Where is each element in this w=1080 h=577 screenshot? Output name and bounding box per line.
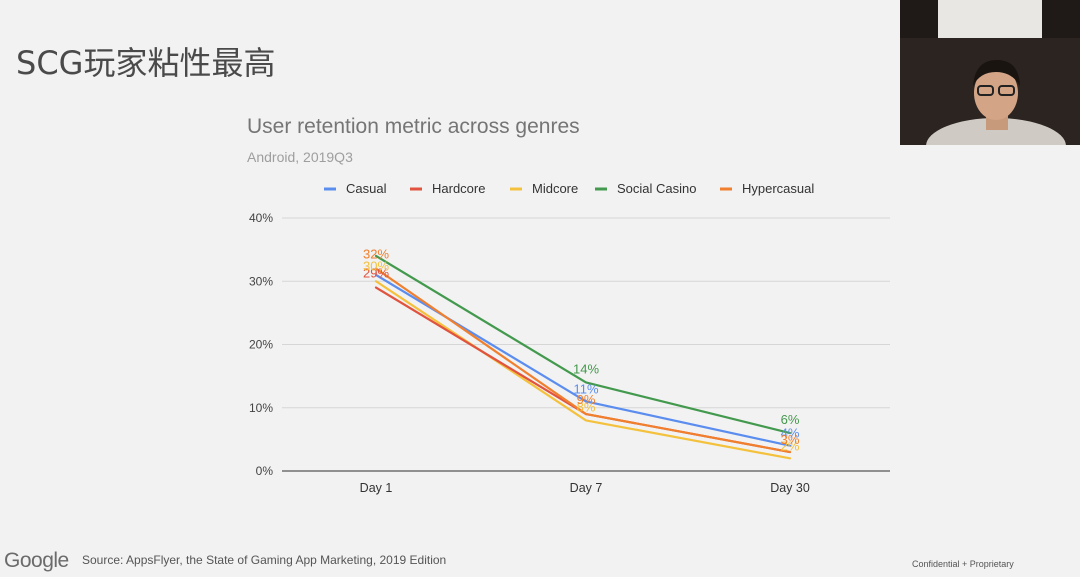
data-label: 29% [363, 266, 389, 281]
data-label: 6% [781, 412, 800, 427]
data-label: 4% [781, 426, 800, 441]
y-tick-label: 20% [249, 338, 273, 352]
y-tick-label: 40% [249, 211, 273, 225]
series-line [374, 280, 792, 460]
x-tick-label: Day 1 [360, 481, 393, 495]
data-label: 30% [363, 258, 389, 273]
x-tick-label: Day 30 [770, 481, 810, 495]
data-label: 11% [573, 381, 598, 396]
source-note: Source: AppsFlyer, the State of Gaming A… [82, 553, 447, 567]
series-line [374, 254, 792, 435]
y-tick-label: 10% [249, 401, 273, 415]
webcam-person-pane [900, 38, 1080, 145]
data-label: 32% [363, 247, 389, 262]
chart-title: User retention metric across genres [247, 115, 580, 138]
legend-label: Midcore [532, 181, 578, 196]
google-logo: Google [4, 549, 69, 572]
slide-title: SCG玩家粘性最高 [16, 44, 276, 82]
data-label: 8% [577, 399, 596, 414]
webcam-feed [900, 0, 1080, 145]
x-tick-label: Day 7 [570, 481, 603, 495]
data-label: 2% [781, 438, 800, 453]
data-label: 9% [577, 392, 596, 407]
chart-subtitle: Android, 2019Q3 [247, 149, 353, 165]
legend-label: Casual [346, 181, 387, 196]
y-tick-label: 0% [256, 464, 274, 478]
legend-label: Hypercasual [742, 181, 814, 196]
data-label: 3% [781, 432, 800, 447]
data-label: 14% [573, 361, 599, 376]
y-tick-label: 30% [249, 274, 273, 288]
legend-label: Hardcore [432, 181, 485, 196]
series-line [374, 267, 792, 454]
legend-label: Social Casino [617, 181, 697, 196]
confidential-note: Confidential + Proprietary [912, 559, 1014, 569]
webcam-top-pane [938, 0, 1042, 38]
series-line [374, 273, 792, 447]
person-silhouette [900, 38, 1080, 145]
